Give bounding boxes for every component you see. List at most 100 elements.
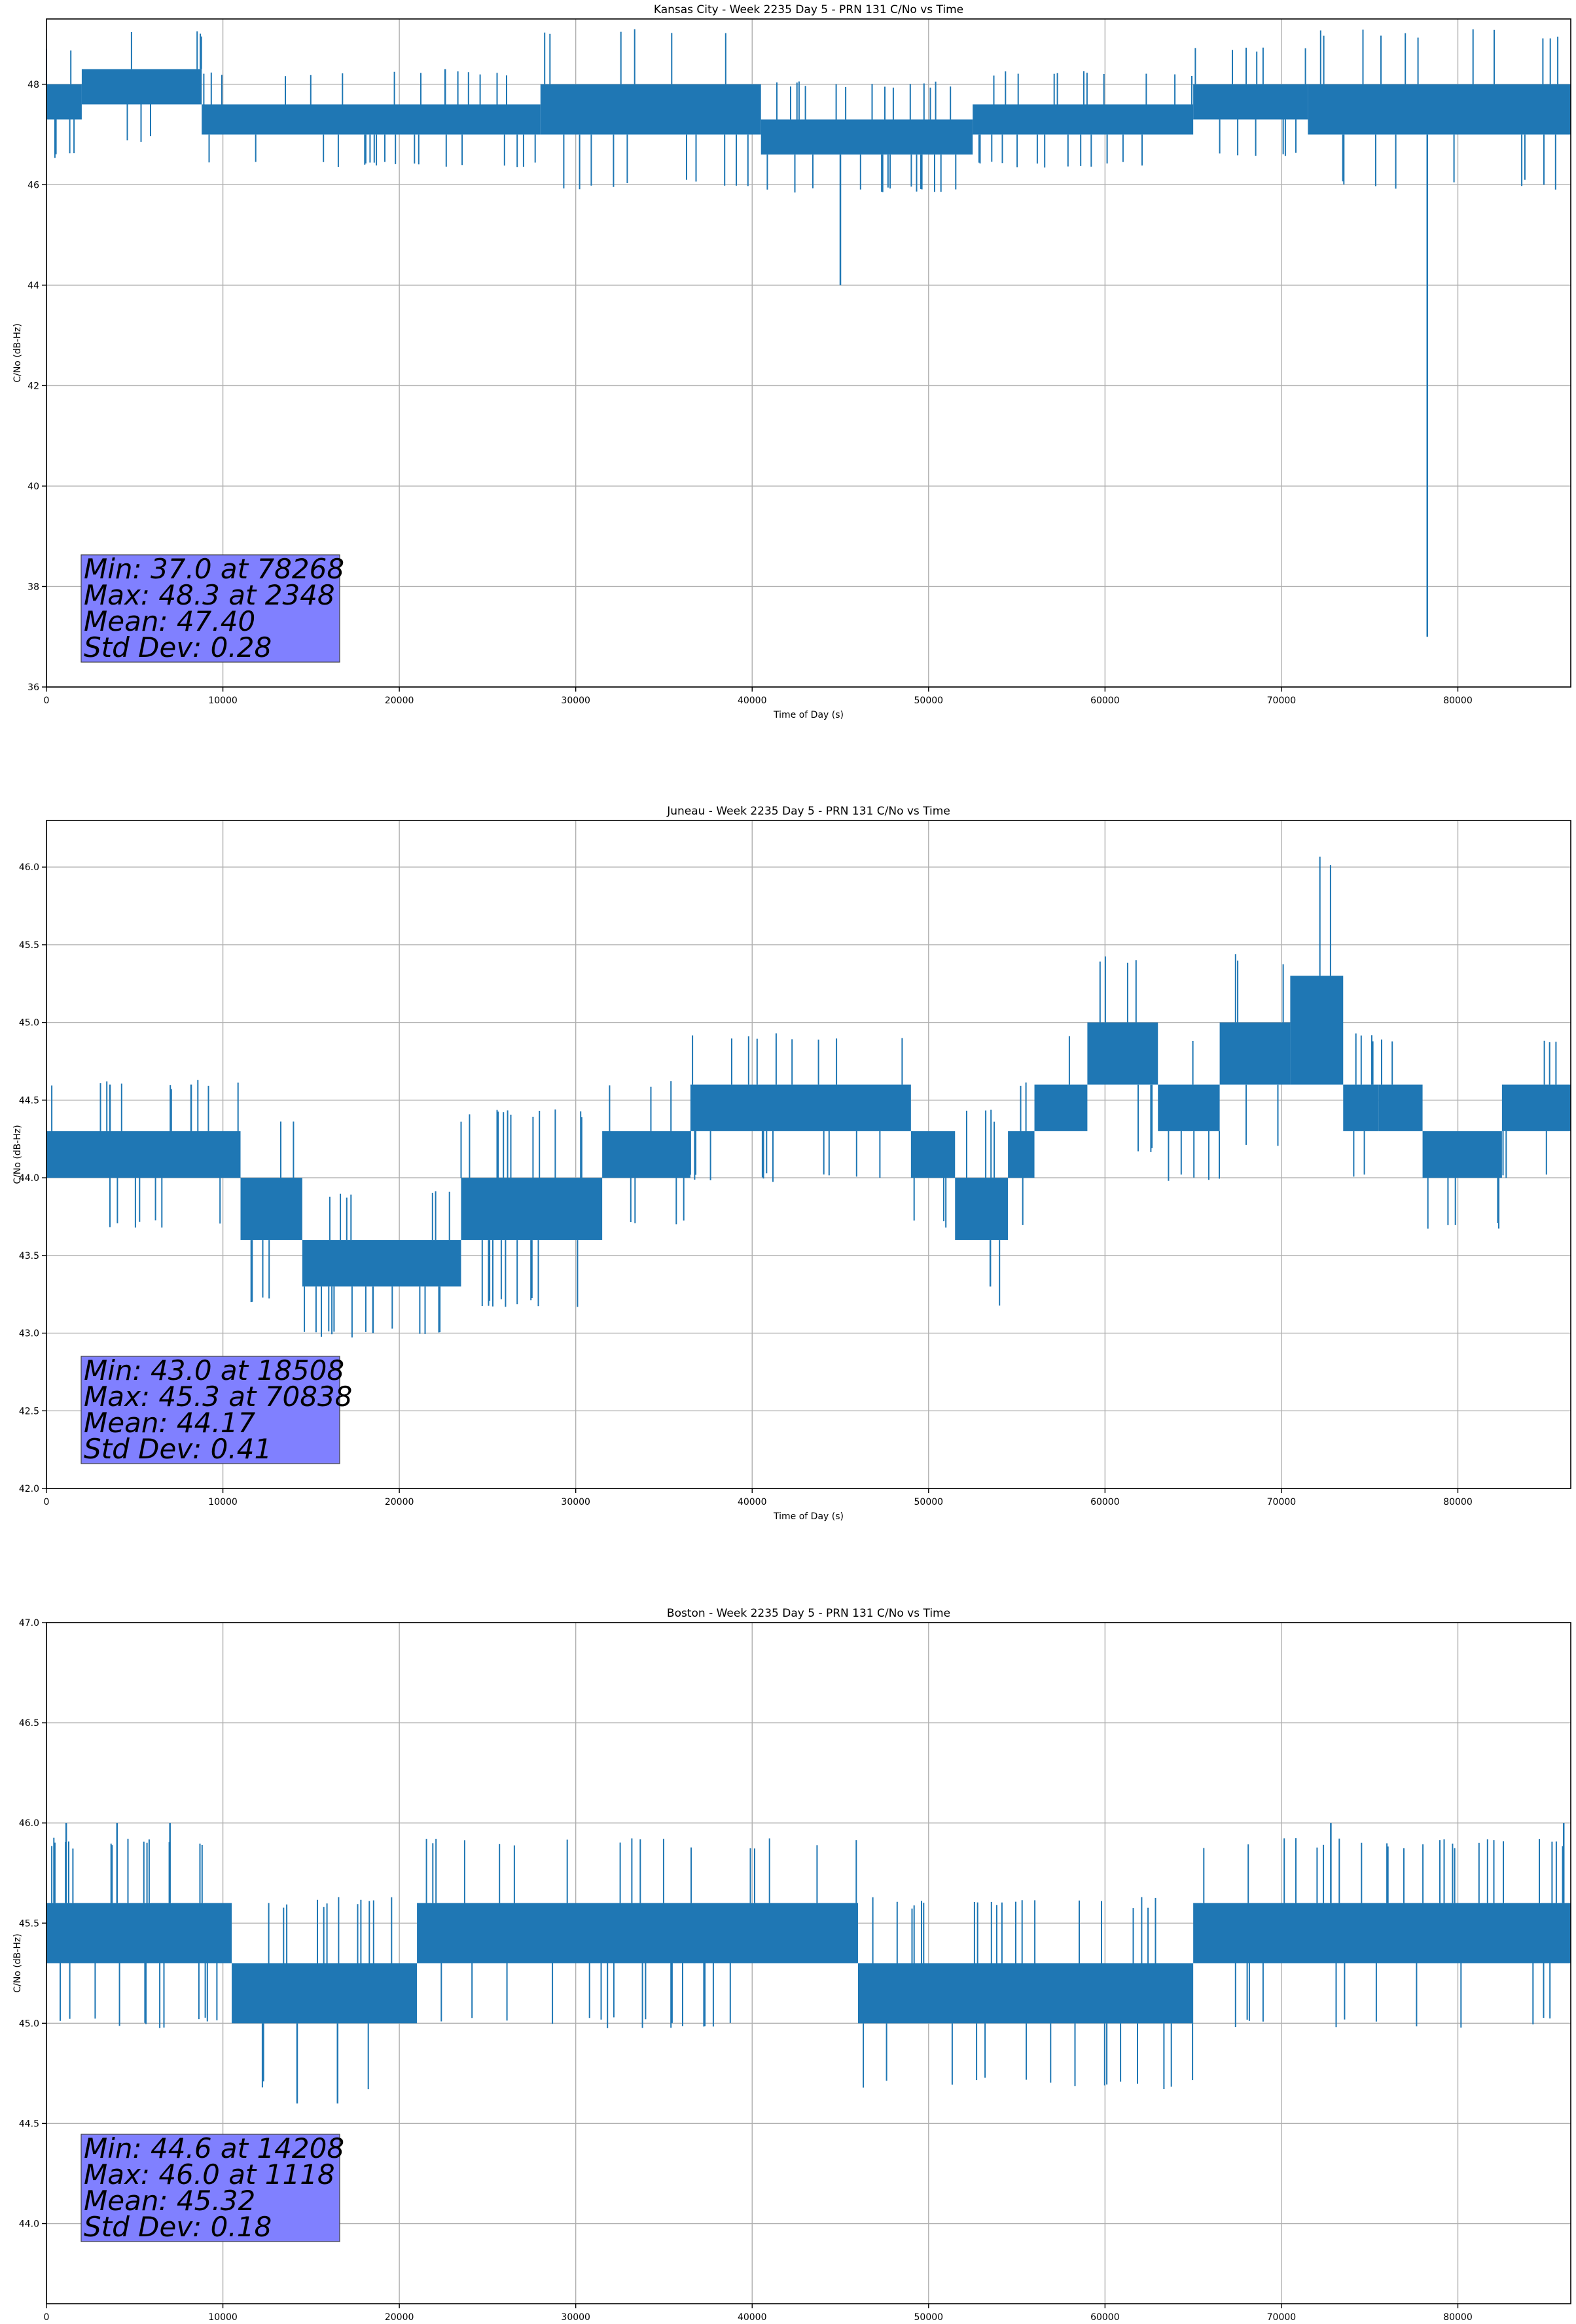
- y-tick-label: 43.5: [19, 1251, 39, 1261]
- y-tick-label: 46.0: [19, 862, 39, 873]
- y-tick-label: 44.0: [19, 2219, 39, 2230]
- data-band: [461, 1178, 603, 1241]
- stat-min: Min: 44.6 at 14208: [84, 2132, 344, 2164]
- x-tick-label: 50000: [914, 2312, 944, 2321]
- data-band: [1034, 1084, 1088, 1131]
- data-band: [81, 69, 202, 105]
- y-tick-label: 36: [27, 682, 39, 693]
- data-transitions: [609, 1081, 685, 1225]
- data-band: [202, 104, 541, 135]
- y-tick-label: 46.5: [19, 1718, 39, 1729]
- y-tick-label: 42: [27, 381, 39, 391]
- stat-min: Min: 43.0 at 18508: [84, 1354, 344, 1386]
- data-band: [1378, 1084, 1423, 1131]
- data-transitions: [1194, 47, 1306, 156]
- data-band: [761, 119, 973, 155]
- data-transitions: [1168, 1041, 1220, 1181]
- data-band: [46, 1903, 232, 1963]
- y-tick-label: 45.0: [19, 1018, 39, 1029]
- data-transitions: [1234, 954, 1284, 1146]
- data-transitions: [304, 1191, 450, 1338]
- data-band: [690, 1084, 911, 1131]
- y-tick-label: 44: [27, 281, 39, 291]
- data-transitions: [1319, 856, 1331, 976]
- y-tick-label: 42.0: [19, 1484, 39, 1494]
- stat-std: Std Dev: 0.28: [84, 631, 272, 663]
- data-transitions: [966, 1110, 1001, 1306]
- data-transitions: [1319, 29, 1559, 190]
- x-tick-label: 80000: [1443, 695, 1473, 706]
- x-tick-label: 60000: [1090, 695, 1120, 706]
- stat-mean: Mean: 47.40: [84, 605, 255, 637]
- data-band: [1087, 1022, 1158, 1085]
- x-tick-label: 50000: [914, 1497, 944, 1507]
- y-tick-label: 44.5: [19, 2119, 39, 2129]
- y-tick-label: 46: [27, 180, 39, 190]
- data-band: [302, 1240, 461, 1287]
- x-tick-label: 60000: [1090, 1497, 1120, 1507]
- y-tick-label: 43.0: [19, 1329, 39, 1339]
- data-band: [1422, 1131, 1502, 1178]
- chart-panel-1: 0 10000 20000 30000 40000 50000 60000 70000 8000…: [12, 3, 1571, 720]
- x-tick-label: 0: [44, 1497, 50, 1507]
- data-band: [1008, 1131, 1035, 1178]
- data-transitions: [863, 1897, 1194, 2089]
- y-tick-label: 44.5: [19, 1095, 39, 1106]
- y-tick-label: 42.5: [19, 1406, 39, 1417]
- data-band: [1290, 976, 1344, 1085]
- data-band: [955, 1178, 1009, 1241]
- data-band: [1193, 1903, 1571, 1963]
- data-transitions: [46, 48, 75, 158]
- chart-title: Juneau - Week 2235 Day 5 - PRN 131 C/No …: [666, 805, 950, 818]
- data-transitions: [1020, 1082, 1027, 1225]
- data-transitions: [51, 1837, 218, 2028]
- y-tick-label: 44.0: [19, 1173, 39, 1184]
- data-transitions: [1502, 1040, 1557, 1178]
- data-band: [240, 1178, 302, 1241]
- x-axis-label: Time of Day (s): [773, 710, 844, 720]
- x-tick-label: 30000: [561, 695, 590, 706]
- data-transitions: [978, 71, 1192, 167]
- y-tick-label: 47.0: [19, 1618, 39, 1629]
- data-transitions: [544, 29, 749, 190]
- x-tick-label: 70000: [1267, 1497, 1297, 1507]
- data-transitions: [261, 1897, 393, 2090]
- y-tick-label: 40: [27, 482, 39, 492]
- x-tick-label: 40000: [738, 1497, 767, 1507]
- data-transitions: [1381, 1039, 1393, 1085]
- plot-frame: [46, 1622, 1571, 2304]
- x-axis-label: Time of Day (s): [773, 1511, 844, 1522]
- y-tick-label: 45.5: [19, 940, 39, 951]
- stat-std: Std Dev: 0.41: [84, 1433, 272, 1465]
- series-line: [46, 856, 1571, 1338]
- x-tick-label: 10000: [208, 2312, 238, 2321]
- y-axis-label: C/No (dB-Hz): [12, 1125, 23, 1184]
- x-tick-label: 0: [44, 695, 50, 706]
- data-transitions: [766, 81, 957, 193]
- y-axis-label: C/No (dB-Hz): [12, 1933, 23, 1992]
- x-tick-label: 70000: [1267, 695, 1297, 706]
- data-band: [1158, 1084, 1220, 1131]
- data-band: [540, 84, 761, 135]
- stat-max: Max: 45.3 at 70838: [84, 1381, 352, 1413]
- stats-box: [81, 1356, 340, 1464]
- data-band: [232, 1963, 418, 2024]
- data-transitions: [1203, 1838, 1564, 2028]
- chart-title: Kansas City - Week 2235 Day 5 - PRN 131 …: [654, 3, 963, 16]
- data-transitions: [425, 1838, 857, 2028]
- data-band: [857, 1963, 1194, 2024]
- y-tick-label: 45.0: [19, 2018, 39, 2029]
- x-tick-label: 50000: [914, 695, 944, 706]
- data-band: [1219, 1022, 1291, 1085]
- data-band: [910, 1131, 956, 1178]
- data-transitions: [203, 71, 536, 167]
- data-transitions: [689, 1033, 903, 1182]
- x-tick-label: 80000: [1443, 2312, 1473, 2321]
- data-transitions: [126, 31, 202, 142]
- data-band: [1501, 1084, 1571, 1131]
- plot-frame: [46, 18, 1571, 688]
- stat-min: Min: 37.0 at 78268: [84, 553, 344, 585]
- data-band: [46, 1131, 241, 1178]
